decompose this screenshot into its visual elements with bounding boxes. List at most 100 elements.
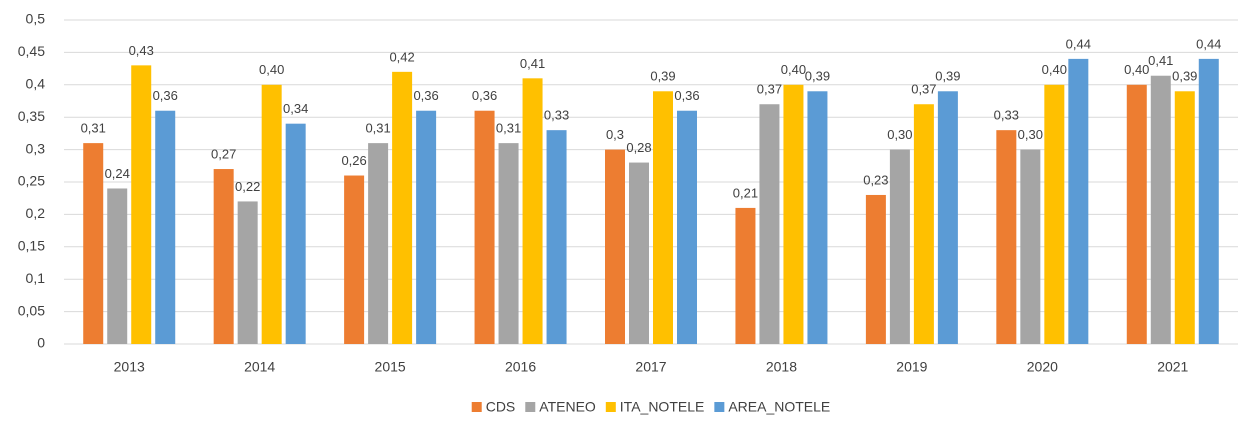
data-label: 0,36 xyxy=(153,88,178,103)
y-tick-label: 0,15 xyxy=(18,238,45,254)
bar xyxy=(522,78,543,344)
x-tick-label: 2017 xyxy=(635,359,666,375)
x-tick-label: 2021 xyxy=(1157,359,1188,375)
x-tick-label: 2016 xyxy=(505,359,536,375)
legend-label: ATENEO xyxy=(539,399,596,415)
legend-label: ITA_NOTELE xyxy=(620,399,705,415)
bar xyxy=(735,207,756,344)
data-label: 0,40 xyxy=(1042,62,1067,77)
data-label: 0,40 xyxy=(259,62,284,77)
bar xyxy=(1126,84,1147,345)
data-label: 0,37 xyxy=(911,82,936,97)
bar xyxy=(605,149,625,344)
bar xyxy=(83,143,104,344)
data-label: 0,23 xyxy=(863,172,888,187)
data-label: 0,27 xyxy=(211,146,236,161)
x-tick-label: 2013 xyxy=(114,359,145,375)
bar xyxy=(392,71,413,344)
legend-swatch xyxy=(714,402,725,412)
legend-swatch xyxy=(525,402,536,412)
x-tick-label: 2020 xyxy=(1027,359,1058,375)
legend-label: AREA_NOTELE xyxy=(728,399,830,415)
bar xyxy=(653,91,673,344)
data-label: 0,33 xyxy=(544,108,569,123)
bar xyxy=(783,84,804,345)
data-label: 0,21 xyxy=(733,185,758,200)
bar xyxy=(285,123,306,345)
legend-swatch xyxy=(471,402,482,412)
bar xyxy=(889,149,910,344)
x-tick-label: 2014 xyxy=(244,359,275,375)
data-label: 0,28 xyxy=(626,140,651,155)
data-label: 0,43 xyxy=(129,43,154,58)
bar xyxy=(261,84,282,345)
y-tick-label: 0 xyxy=(37,335,45,351)
data-label: 0,34 xyxy=(283,101,308,116)
data-label: 0,22 xyxy=(235,179,260,194)
data-label: 0,41 xyxy=(1148,53,1173,68)
x-tick-label: 2019 xyxy=(896,359,927,375)
data-label: 0,26 xyxy=(341,153,366,168)
data-label: 0,40 xyxy=(781,62,806,77)
data-label: 0,39 xyxy=(805,69,830,84)
data-label: 0,39 xyxy=(650,69,675,84)
data-label: 0,41 xyxy=(520,56,545,71)
data-label: 0,39 xyxy=(935,69,960,84)
data-label: 0,36 xyxy=(674,88,699,103)
data-label: 0,42 xyxy=(389,49,414,64)
legend-swatch xyxy=(605,402,616,412)
bar xyxy=(237,201,258,344)
data-label: 0,31 xyxy=(496,121,521,136)
bar xyxy=(213,169,234,344)
y-tick-label: 0,45 xyxy=(18,43,45,59)
y-tick-label: 0,2 xyxy=(26,205,46,221)
bar xyxy=(913,104,934,345)
bar xyxy=(1068,58,1089,344)
x-tick-label: 2015 xyxy=(375,359,406,375)
x-tick-label: 2018 xyxy=(766,359,797,375)
data-label: 0,40 xyxy=(1124,62,1149,77)
bar xyxy=(416,110,437,344)
legend-label: CDS xyxy=(486,399,516,415)
bar xyxy=(677,110,697,344)
bar xyxy=(865,194,886,344)
bar xyxy=(996,130,1017,344)
data-label: 0,39 xyxy=(1172,69,1197,84)
y-tick-label: 0,35 xyxy=(18,108,45,124)
data-label: 0,36 xyxy=(413,88,438,103)
bar xyxy=(1150,75,1171,344)
bar xyxy=(937,91,958,344)
bar xyxy=(807,91,828,344)
y-tick-label: 0,1 xyxy=(26,270,46,286)
data-label: 0,44 xyxy=(1196,36,1221,51)
data-label: 0,30 xyxy=(887,127,912,142)
y-tick-label: 0,3 xyxy=(26,140,46,156)
bar xyxy=(344,175,365,344)
data-label: 0,37 xyxy=(757,82,782,97)
bar xyxy=(759,104,780,345)
bar xyxy=(1198,58,1219,344)
y-tick-label: 0,05 xyxy=(18,302,45,318)
y-tick-label: 0,25 xyxy=(18,173,45,189)
y-tick-label: 0,4 xyxy=(26,76,46,92)
bar xyxy=(155,110,176,344)
bar xyxy=(1174,91,1195,344)
bar xyxy=(1020,149,1041,344)
bar xyxy=(546,130,567,344)
data-label: 0,3 xyxy=(606,127,624,142)
data-label: 0,44 xyxy=(1066,36,1091,51)
y-tick-label: 0,5 xyxy=(26,11,46,27)
bar xyxy=(474,110,495,344)
bar xyxy=(498,143,519,344)
data-label: 0,24 xyxy=(105,166,130,181)
data-label: 0,31 xyxy=(365,121,390,136)
bar xyxy=(1044,84,1065,345)
data-label: 0,36 xyxy=(472,88,497,103)
bar xyxy=(368,143,389,344)
bar xyxy=(629,162,649,344)
data-label: 0,33 xyxy=(994,108,1019,123)
data-label: 0,30 xyxy=(1018,127,1043,142)
bar xyxy=(107,188,128,344)
data-label: 0,31 xyxy=(81,121,106,136)
